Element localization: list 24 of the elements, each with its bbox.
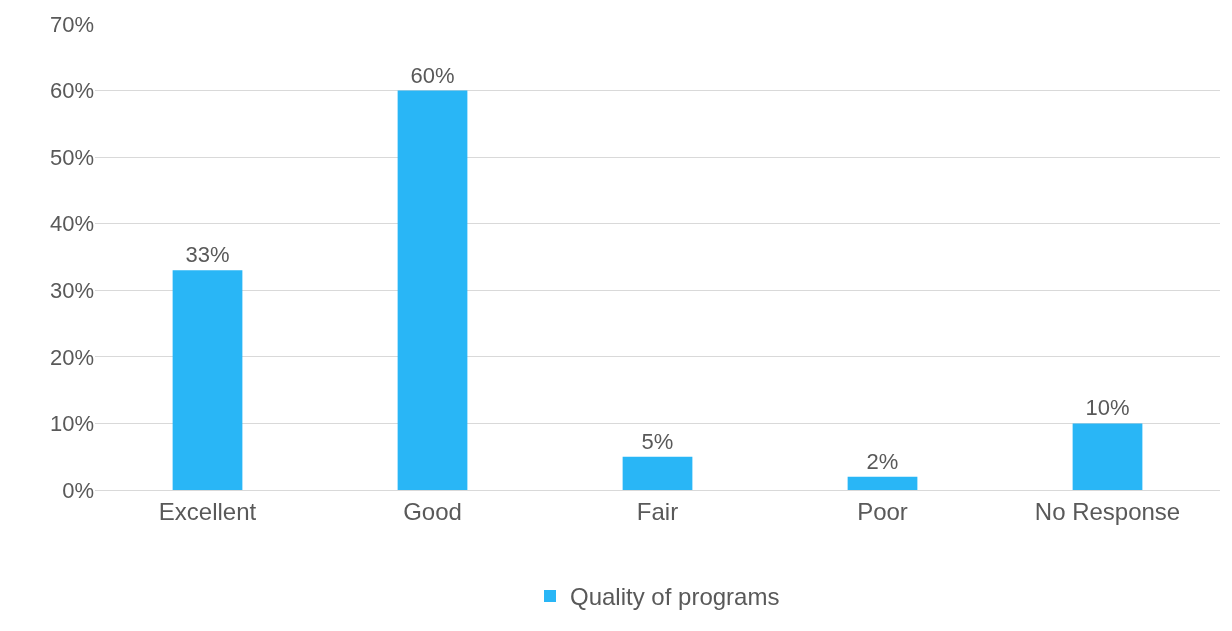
y-tick-label: 70%	[49, 11, 94, 37]
y-tick-label: 50%	[49, 144, 94, 170]
y-tick-label: 30%	[49, 277, 94, 303]
x-tick-label: No Response	[1034, 497, 1181, 525]
y-tick-label: 40%	[49, 211, 94, 237]
bar	[622, 456, 693, 490]
legend-label: Quality of programs	[570, 583, 780, 611]
y-tick-label: 0%	[62, 477, 94, 503]
y-tick-label: 60%	[49, 78, 94, 104]
x-tick-label: Fair	[636, 497, 679, 525]
data-label: 33%	[185, 242, 230, 268]
x-tick-label: Good	[403, 497, 462, 525]
y-tick-label: 10%	[49, 411, 94, 437]
bar	[397, 90, 468, 490]
y-tick-label: 20%	[49, 344, 94, 370]
data-label: 10%	[1085, 395, 1130, 421]
data-label: 60%	[410, 62, 455, 88]
bar	[1072, 423, 1143, 490]
bar	[172, 270, 243, 490]
x-tick-label: Poor	[857, 497, 908, 525]
data-label: 2%	[866, 448, 899, 474]
bar	[847, 476, 918, 490]
x-tick-label: Excellent	[158, 497, 257, 525]
data-label: 5%	[641, 428, 674, 454]
